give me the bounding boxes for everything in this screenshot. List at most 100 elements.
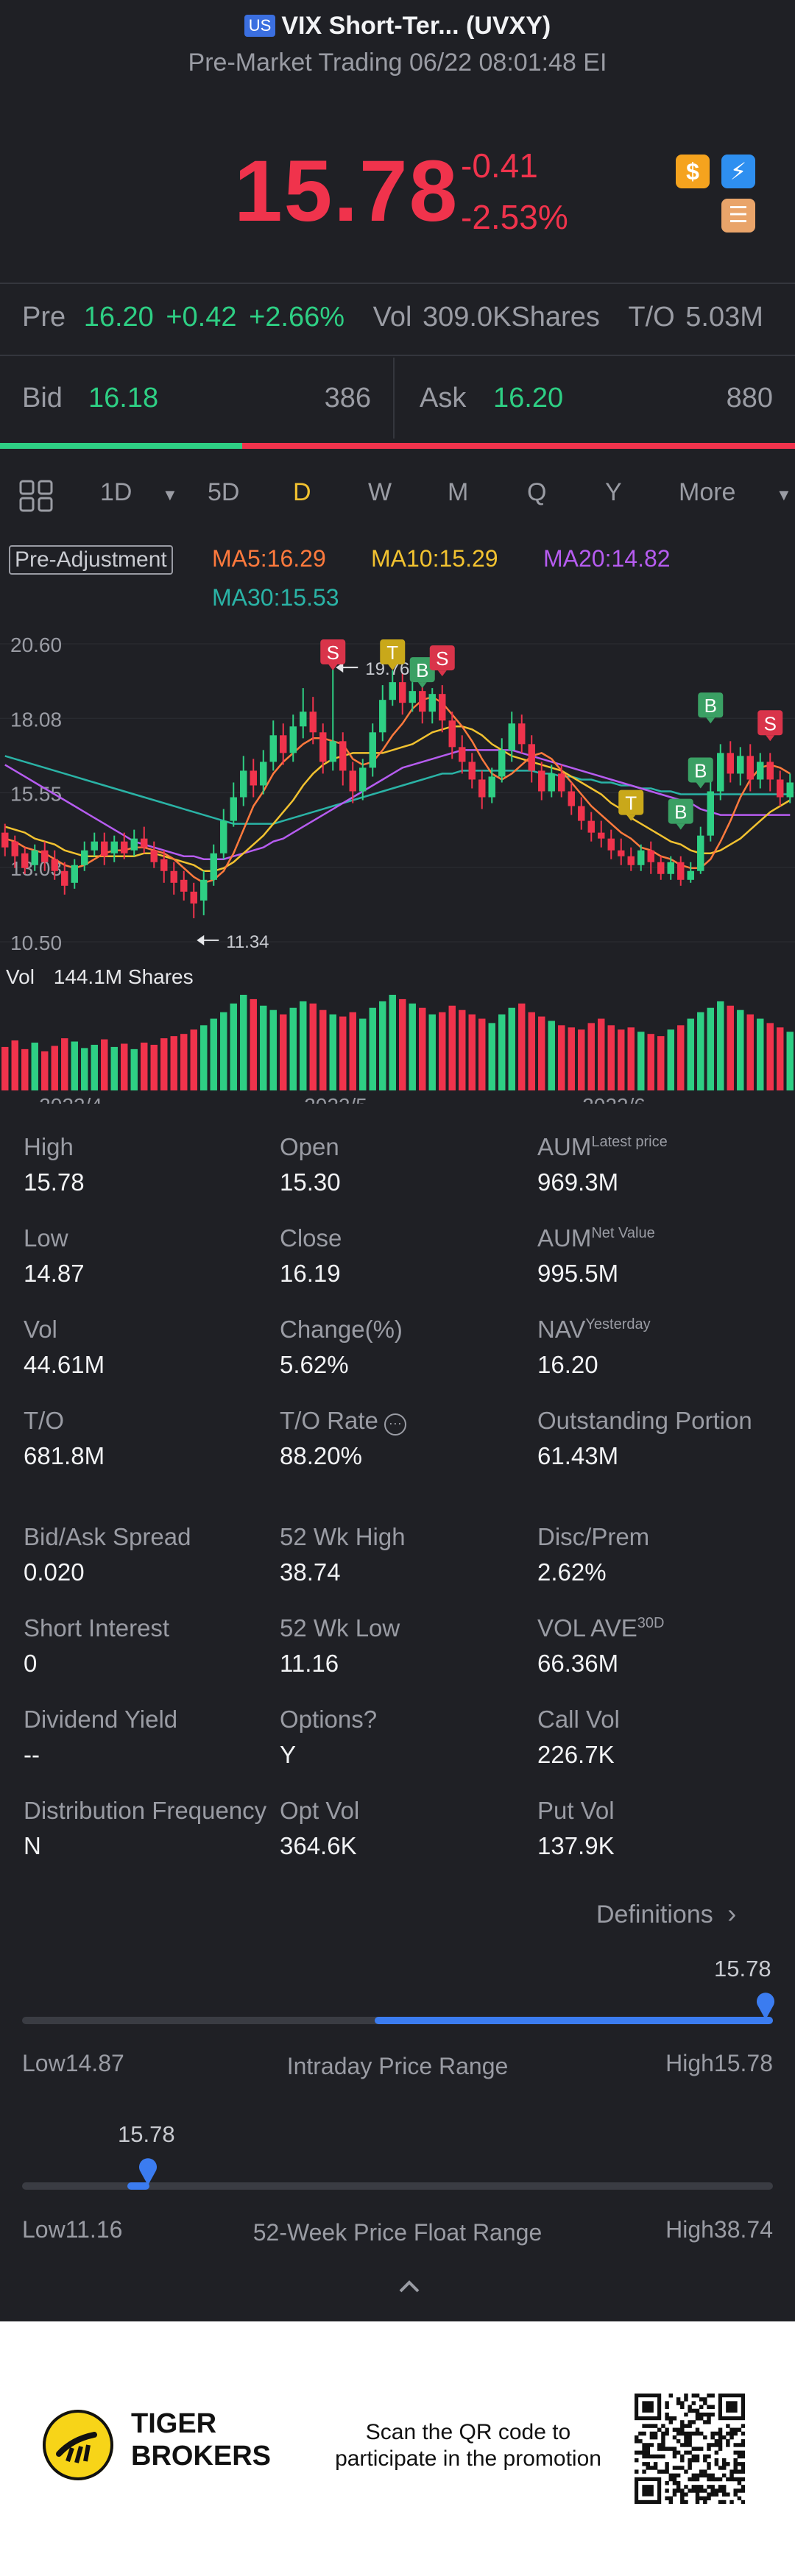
stat-label: Bid/Ask Spread <box>24 1523 191 1550</box>
bid-box[interactable]: Bid 16.18 386 <box>0 358 393 439</box>
volume-bar <box>498 1014 506 1090</box>
stat-value: 0 <box>24 1650 38 1677</box>
trade-marker-pointer <box>388 664 398 671</box>
title-row: US VIX Short-Ter... (UVXY) <box>0 12 795 40</box>
volume-bar <box>468 1014 476 1090</box>
security-title[interactable]: VIX Short-Ter... (UVXY) <box>281 12 551 40</box>
x-tick-label: 2022/5 <box>304 1094 367 1104</box>
stat-label-superscript: Net Value <box>591 1225 655 1241</box>
volume-bar <box>697 1012 704 1090</box>
ma5-label: MA5:16.29 <box>212 545 326 572</box>
info-icon[interactable]: ··· <box>384 1413 406 1436</box>
candle <box>349 770 356 792</box>
premarket-row: Pre 16.20 +0.42 +2.66% Vol 309.0KShares … <box>22 302 795 333</box>
trade-marker-pointer <box>706 717 716 724</box>
tab-m[interactable]: M <box>448 478 469 506</box>
pre-adjustment-button[interactable]: Pre-Adjustment <box>9 545 173 575</box>
bidask-ratio-bar <box>0 443 795 449</box>
tab-1d[interactable]: 1D <box>100 478 132 506</box>
ask-label: Ask <box>420 383 467 414</box>
volume-bar <box>538 1016 545 1090</box>
tab-y[interactable]: Y <box>605 478 622 506</box>
candle <box>91 841 98 851</box>
volume-bar <box>269 1010 277 1090</box>
candle <box>359 767 367 792</box>
tab-5d[interactable]: 5D <box>208 478 240 506</box>
candle <box>548 773 555 792</box>
stat-label: AUMNet Value <box>537 1224 655 1252</box>
intraday-high-label: High15.78 <box>665 2050 773 2076</box>
volume-bar <box>339 1016 347 1090</box>
volume-bar <box>230 1003 237 1090</box>
candle <box>130 838 138 851</box>
stat-label: Low <box>24 1224 68 1252</box>
definitions-link[interactable]: Definitions › <box>596 1898 736 1929</box>
candle <box>51 859 58 871</box>
stat-value: 38.74 <box>280 1558 341 1586</box>
stat-label: T/O <box>24 1407 64 1434</box>
volume-bar <box>51 1046 58 1090</box>
bid-price: 16.18 <box>88 383 159 414</box>
tab-q[interactable]: Q <box>527 478 547 506</box>
candle <box>746 756 754 780</box>
ask-box[interactable]: Ask 16.20 880 <box>395 358 795 439</box>
week52-marker-icon <box>138 2156 158 2185</box>
volume-bar <box>21 1049 29 1090</box>
candle <box>468 762 476 780</box>
chevron-down-icon[interactable]: ▼ <box>162 486 178 504</box>
pre-change: +0.42 <box>166 302 237 333</box>
promo-text-line-2: participate in the promotion <box>335 2447 601 2471</box>
y-tick-label: 18.08 <box>10 708 62 731</box>
tab-d[interactable]: D <box>293 478 311 506</box>
volume-bar <box>548 1021 555 1090</box>
chevron-down-icon[interactable]: ▼ <box>776 486 792 504</box>
stat-label[interactable]: T/O Rate ··· <box>280 1407 406 1436</box>
volume-bar <box>399 998 406 1090</box>
stat-value: -- <box>24 1741 40 1768</box>
week52-range-fill <box>127 2182 150 2190</box>
candle <box>667 862 674 874</box>
volume-bar <box>121 1043 128 1090</box>
trade-marker-pointer <box>417 682 427 689</box>
stat-label: Distribution Frequency <box>24 1797 267 1824</box>
candle <box>518 723 526 745</box>
lightning-icon[interactable]: ⚡ <box>721 155 755 188</box>
volume-bar <box>786 1032 794 1090</box>
stat-label: Call Vol <box>537 1706 620 1733</box>
dollar-icon[interactable]: $ <box>676 155 710 188</box>
volume-bar <box>558 1025 565 1090</box>
chevron-right-icon: › <box>727 1898 737 1929</box>
low-annotation: 11.34 <box>226 932 269 952</box>
stat-label: Disc/Prem <box>537 1523 650 1550</box>
x-tick-label: 2022/6 <box>582 1094 646 1104</box>
stat-label: 52 Wk Low <box>280 1614 400 1642</box>
stat-label: Outstanding Portion <box>537 1407 752 1434</box>
volume-bar <box>448 1005 456 1090</box>
trade-marker-buy <box>688 757 713 783</box>
stat-value: 0.020 <box>24 1558 85 1586</box>
candle <box>289 726 297 753</box>
volume-bar <box>180 1034 188 1090</box>
tab-more[interactable]: More <box>679 478 736 506</box>
stat-value: 44.61M <box>24 1351 105 1378</box>
volume-bar <box>150 1044 158 1090</box>
tab-w[interactable]: W <box>368 478 392 506</box>
chevron-up-icon[interactable] <box>395 2275 424 2297</box>
stat-value: 364.6K <box>280 1832 357 1859</box>
volume-bar <box>488 1023 495 1090</box>
volume-bar <box>359 1018 367 1090</box>
trade-marker-buy <box>409 657 435 683</box>
candle <box>757 762 764 780</box>
chart-layout-icon[interactable] <box>19 480 54 512</box>
stat-value: 16.19 <box>280 1260 341 1287</box>
intraday-range-fill <box>375 2017 773 2024</box>
trade-marker-trade <box>380 639 406 665</box>
candle <box>389 682 396 700</box>
volume-bar <box>518 1003 526 1090</box>
stack-icon[interactable]: ☰ <box>721 199 755 233</box>
candle <box>528 744 535 771</box>
candle <box>697 835 704 871</box>
volume-bar <box>618 1029 625 1090</box>
stat-value: 226.7K <box>537 1741 615 1768</box>
